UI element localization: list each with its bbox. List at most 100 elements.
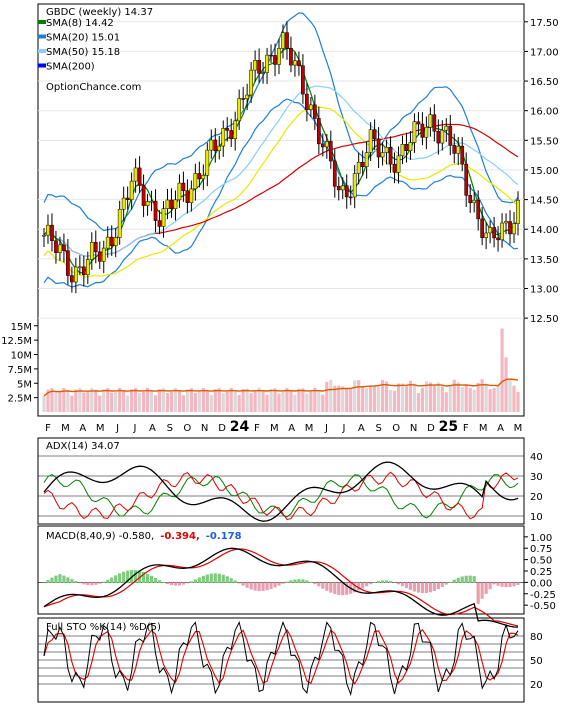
volume-bar [476,382,480,412]
macd-title: MACD(8,40,9) -0.580, -0.394, -0.178 [46,531,242,542]
macd-histogram-bar [325,582,329,591]
volume-bar [408,380,413,412]
adx-panel-frame [37,437,525,525]
x-axis-label: A [358,423,365,434]
volume-bar [221,393,225,412]
macd-histogram-bar [70,579,74,583]
candle-body [404,143,409,151]
macd-histogram-bar [400,582,405,587]
candle-body [241,98,246,100]
volume-bar [293,394,297,412]
candle-body [496,237,500,241]
candle-body [249,69,253,96]
candle-body [193,173,198,190]
volume-tick-label: 15M [11,322,32,333]
macd-histogram-bar [153,578,158,583]
sto-k-line [43,620,519,697]
volume-bar [456,382,460,412]
x-axis-label: A [497,423,504,434]
macd-histogram-bar [444,582,448,585]
macd-histogram-bar [313,582,317,585]
candle-body [149,200,154,203]
volume-bar [404,385,409,412]
volume-tick-label: 10M [11,351,32,362]
sto-title: Full STO %K(14) %D(5) [46,622,161,633]
volume-bar [436,382,440,412]
macd-histogram-bar [452,579,456,583]
price-tick-label: 15.50 [530,136,559,147]
candle-body [376,138,381,158]
volume-bar [177,390,182,412]
candle-body [452,145,457,154]
candle-body [125,197,130,200]
candle-body [281,32,285,49]
volume-bar [369,386,373,412]
volume-bar [149,389,154,412]
macd-histogram-bar [301,579,305,583]
macd-histogram-bar [404,582,409,589]
candle-body [380,152,385,158]
volume-bar [277,393,281,412]
candle-body [157,220,162,227]
volume-bar [130,389,134,412]
candle-body [460,145,465,165]
macd-histogram-bar [468,575,472,583]
macd-histogram-bar [185,582,189,584]
adx-tick-label: 40 [530,452,543,463]
macd-histogram-bar [58,574,62,583]
candle-body [42,234,46,237]
volume-bar [134,388,138,412]
volume-bar [365,388,369,412]
macd-histogram-bar [46,579,50,583]
volume-bar [141,391,146,412]
candle-body [348,196,353,199]
volume-tick-label: 12.5M [1,336,32,347]
candle-body [476,199,481,220]
macd-histogram-bar [345,582,349,595]
candle-body [273,55,277,65]
volume-bar [82,392,86,412]
candle-body [253,60,257,71]
candle-body [62,244,66,251]
candle-body [129,180,134,200]
macd-histogram-bar [321,582,325,589]
candle-body [456,145,461,154]
x-axis-label: D [218,423,226,434]
macd-histogram-bar [181,582,186,585]
macd-histogram-bar [384,580,389,583]
candle-body [85,259,90,275]
macd-histogram-bar [516,582,520,586]
volume-bar [261,390,265,412]
volume-bar [193,393,197,412]
candle-body [237,98,242,122]
legend-swatch [38,34,46,39]
volume-bar [62,388,66,412]
candle-body [217,145,222,152]
candle-body [209,139,214,151]
macd-histogram-bar [361,582,365,589]
candle-body [504,221,508,224]
macd-histogram-bar [428,582,432,593]
x-axis-label: S [376,423,382,434]
macd-histogram-bar [476,582,480,604]
volume-bar [504,357,508,412]
yellow-band-line [43,106,519,278]
macd-histogram-bar [134,570,138,583]
volume-bar [213,389,217,412]
macd-histogram-bar [193,579,197,583]
candle-body [488,227,492,234]
minus-di-line [43,471,519,520]
x-axis-label: M [270,423,279,434]
candle-body [360,161,365,167]
candle-body [309,104,313,110]
candle-body [293,60,297,66]
price-tick-label: 17.00 [530,47,559,58]
candle-body [101,247,106,262]
macd-histogram-bar [333,582,337,595]
volume-bar [317,390,321,412]
candle-body [141,185,146,206]
legend-swatch [38,20,46,24]
price-tick-label: 13.50 [530,255,559,266]
candle-body [121,197,126,210]
macd-hist-value: -0.178 [206,531,242,542]
